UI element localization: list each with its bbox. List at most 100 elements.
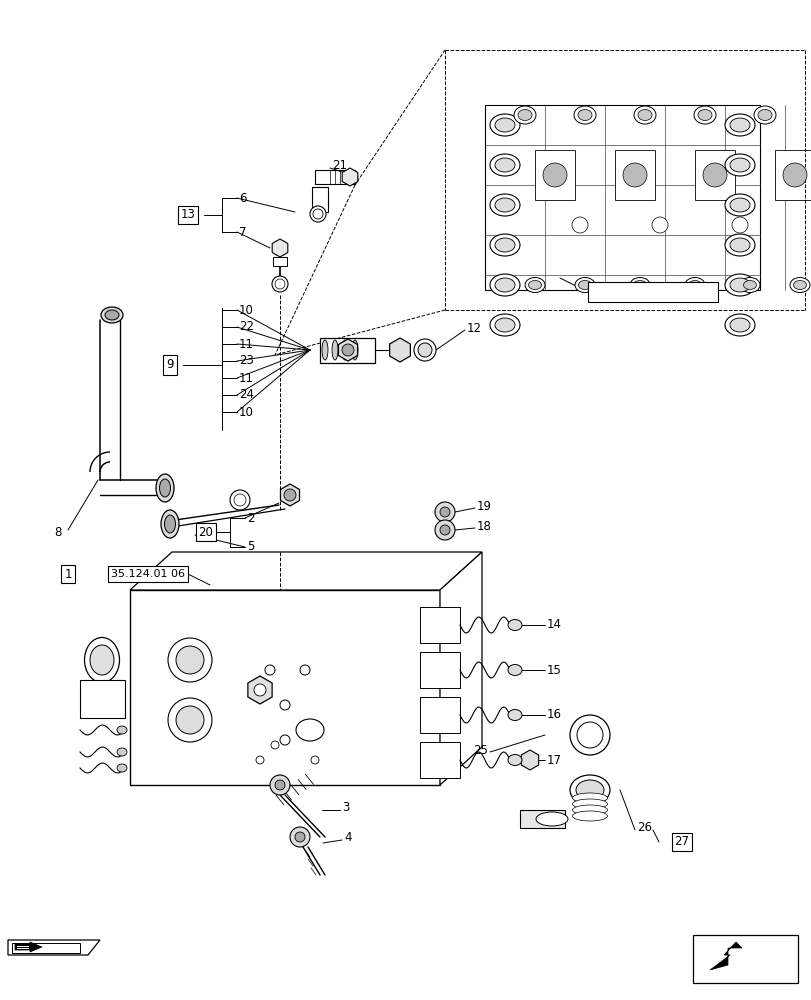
Ellipse shape (724, 194, 754, 216)
Text: 8: 8 (54, 526, 62, 540)
Text: 15: 15 (547, 664, 561, 676)
Ellipse shape (724, 314, 754, 336)
Circle shape (312, 209, 323, 219)
Circle shape (341, 344, 354, 356)
Ellipse shape (729, 118, 749, 132)
Circle shape (782, 163, 806, 187)
Polygon shape (15, 942, 42, 952)
Circle shape (577, 722, 603, 748)
Ellipse shape (569, 775, 609, 805)
Polygon shape (280, 484, 299, 506)
Ellipse shape (495, 318, 514, 332)
Bar (484, 105, 759, 290)
Text: 21: 21 (332, 159, 346, 172)
Ellipse shape (757, 109, 771, 121)
Ellipse shape (508, 754, 521, 766)
Circle shape (284, 489, 296, 501)
Ellipse shape (633, 106, 655, 124)
Bar (272, 257, 286, 266)
Polygon shape (440, 552, 482, 785)
Bar (519, 810, 564, 828)
Ellipse shape (724, 154, 754, 176)
Text: 2: 2 (247, 512, 254, 524)
Ellipse shape (296, 719, 324, 741)
Polygon shape (272, 239, 287, 257)
Polygon shape (8, 940, 100, 955)
Text: 4: 4 (344, 831, 351, 844)
Circle shape (543, 163, 566, 187)
Ellipse shape (572, 805, 607, 815)
Bar (419, 652, 460, 688)
Ellipse shape (637, 109, 651, 121)
Ellipse shape (528, 280, 541, 290)
Ellipse shape (159, 479, 170, 497)
Text: 3: 3 (341, 801, 349, 814)
Bar (587, 282, 717, 302)
Ellipse shape (792, 280, 805, 290)
Circle shape (651, 217, 667, 233)
Circle shape (440, 525, 449, 535)
Polygon shape (709, 942, 741, 970)
Text: 35.124.01 06: 35.124.01 06 (111, 569, 185, 579)
Circle shape (702, 163, 726, 187)
Circle shape (275, 780, 285, 790)
Circle shape (310, 206, 325, 222)
Circle shape (294, 832, 305, 842)
Circle shape (280, 700, 290, 710)
Ellipse shape (572, 799, 607, 809)
Text: 10: 10 (238, 406, 254, 418)
Ellipse shape (574, 277, 594, 292)
Circle shape (272, 276, 288, 292)
Text: 14: 14 (547, 618, 561, 632)
Text: 6: 6 (238, 192, 247, 205)
Ellipse shape (351, 340, 358, 360)
Ellipse shape (341, 340, 348, 360)
Text: 19: 19 (476, 499, 491, 512)
Bar (130, 590, 440, 785)
Text: 23: 23 (238, 355, 254, 367)
Text: 1: 1 (64, 568, 71, 580)
Circle shape (234, 494, 246, 506)
Bar (774, 150, 811, 200)
Ellipse shape (489, 114, 519, 136)
Text: 11: 11 (238, 338, 254, 351)
Ellipse shape (629, 277, 649, 292)
Bar (315, 170, 354, 184)
Ellipse shape (535, 812, 568, 826)
Circle shape (290, 827, 310, 847)
Text: 13: 13 (180, 209, 195, 222)
Circle shape (168, 698, 212, 742)
Ellipse shape (513, 106, 535, 124)
Bar (311, 187, 328, 212)
Text: 25: 25 (473, 744, 487, 756)
Bar (320, 338, 375, 363)
Ellipse shape (743, 280, 756, 290)
Ellipse shape (161, 510, 178, 538)
Circle shape (176, 646, 204, 674)
Ellipse shape (633, 280, 646, 290)
Circle shape (622, 163, 646, 187)
Circle shape (569, 715, 609, 755)
Text: 24: 24 (238, 388, 254, 401)
Ellipse shape (572, 811, 607, 821)
Circle shape (299, 665, 310, 675)
Ellipse shape (117, 726, 127, 734)
Ellipse shape (577, 280, 590, 290)
Ellipse shape (84, 638, 119, 682)
Ellipse shape (489, 154, 519, 176)
Circle shape (168, 638, 212, 682)
Circle shape (731, 217, 747, 233)
Ellipse shape (495, 158, 514, 172)
Circle shape (311, 756, 319, 764)
Ellipse shape (572, 793, 607, 803)
Circle shape (230, 490, 250, 510)
Text: 10: 10 (238, 304, 254, 316)
Bar (694, 150, 734, 200)
Text: 18: 18 (476, 520, 491, 534)
Bar (419, 607, 460, 643)
Polygon shape (338, 339, 357, 361)
Ellipse shape (508, 664, 521, 676)
Text: 17: 17 (547, 754, 561, 766)
Ellipse shape (489, 194, 519, 216)
Polygon shape (521, 750, 538, 770)
